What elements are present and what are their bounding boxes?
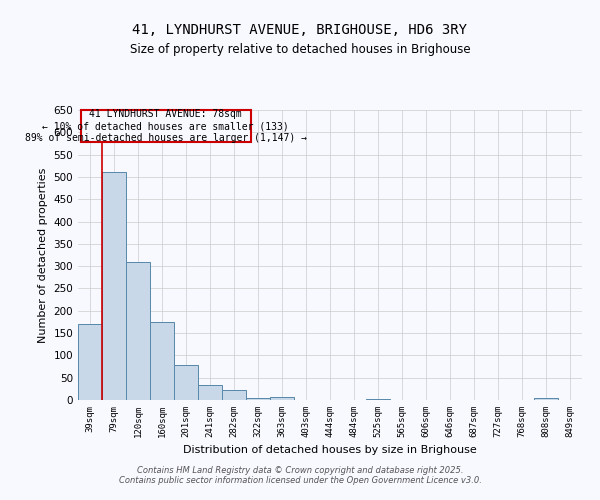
- Bar: [222, 390, 246, 400]
- Text: 41 LYNDHURST AVENUE: 78sqm
← 10% of detached houses are smaller (133)
89% of sem: 41 LYNDHURST AVENUE: 78sqm ← 10% of deta…: [25, 110, 307, 142]
- Bar: [102, 172, 126, 400]
- Bar: [246, 398, 270, 400]
- Y-axis label: Number of detached properties: Number of detached properties: [38, 168, 48, 342]
- Bar: [150, 322, 174, 400]
- Bar: [270, 398, 294, 400]
- Text: 41, LYNDHURST AVENUE, BRIGHOUSE, HD6 3RY: 41, LYNDHURST AVENUE, BRIGHOUSE, HD6 3RY: [133, 22, 467, 36]
- Text: Size of property relative to detached houses in Brighouse: Size of property relative to detached ho…: [130, 42, 470, 56]
- Bar: [534, 398, 558, 400]
- Bar: [366, 398, 390, 400]
- Bar: [174, 365, 198, 400]
- Bar: [126, 262, 150, 400]
- Bar: [198, 386, 222, 400]
- X-axis label: Distribution of detached houses by size in Brighouse: Distribution of detached houses by size …: [183, 446, 477, 456]
- Text: Contains HM Land Registry data © Crown copyright and database right 2025.
Contai: Contains HM Land Registry data © Crown c…: [119, 466, 481, 485]
- FancyBboxPatch shape: [80, 110, 251, 142]
- Bar: [78, 324, 102, 400]
